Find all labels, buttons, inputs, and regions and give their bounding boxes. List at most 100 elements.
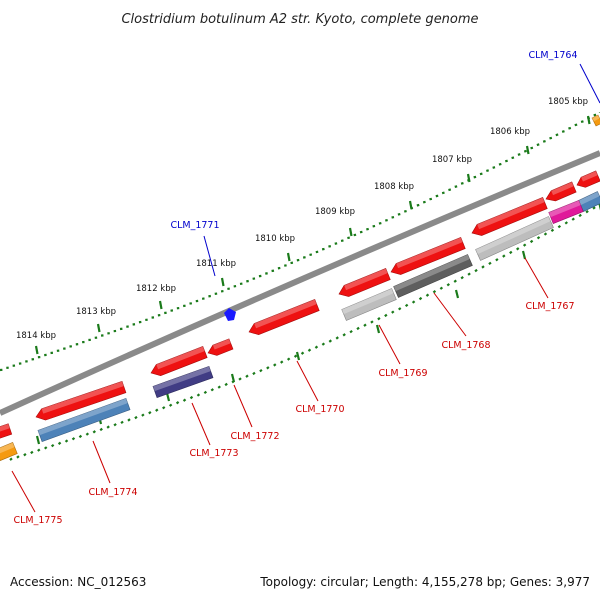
topology-text: Topology: circular; Length: 4,155,278 bp… (259, 575, 590, 589)
minor-tick (568, 126, 572, 130)
minor-tick (498, 162, 502, 166)
inner-tick (356, 326, 360, 331)
major-tick (34, 345, 39, 355)
inner-major-tick (521, 250, 527, 260)
minor-tick (536, 143, 540, 147)
gene-clm1770[interactable] (248, 299, 320, 335)
inner-tick (404, 303, 409, 308)
gene-red-2[interactable] (545, 181, 577, 202)
inner-tick (259, 368, 263, 373)
gene-red-5[interactable] (338, 268, 391, 297)
minor-tick (486, 169, 489, 173)
inner-tick (481, 265, 485, 269)
kbp-label: 1810 kbp (255, 234, 295, 244)
minor-tick (530, 146, 534, 150)
kbp-label: 1805 kbp (548, 97, 588, 107)
minor-tick (492, 166, 496, 169)
gene-red-1[interactable] (576, 170, 600, 188)
inner-tick (175, 401, 180, 405)
inner-tick (162, 406, 166, 410)
inner-tick (328, 339, 332, 343)
inner-tick (37, 448, 41, 452)
inner-tick (120, 420, 124, 425)
minor-tick (504, 159, 508, 163)
minor-tick (378, 221, 382, 225)
inner-tick (578, 213, 582, 218)
gene-clm1767[interactable] (475, 216, 554, 261)
gene-red-3[interactable] (471, 197, 548, 236)
minor-tick (593, 113, 597, 117)
inner-tick (203, 390, 208, 395)
minor-tick (422, 200, 426, 204)
gene-red-9[interactable] (35, 380, 127, 421)
gene-clm1768[interactable] (393, 254, 473, 298)
inner-tick (300, 351, 305, 355)
major-tick (525, 145, 530, 155)
inner-tick (384, 313, 388, 318)
gene-label-clm1771[interactable]: CLM_1771 (170, 220, 219, 231)
inner-tick (467, 272, 471, 276)
minor-tick (580, 120, 584, 123)
minor-tick (460, 182, 464, 185)
gene-label-layer: CLM_1764 CLM_1771 CLM_1767 CLM_1768 CLM_1769… (11, 50, 600, 526)
gene-clm1775[interactable] (0, 442, 18, 461)
inner-tick (529, 239, 534, 244)
gene-clm1774[interactable] (37, 397, 131, 443)
inner-tick (189, 395, 194, 400)
inner-tick (280, 360, 284, 364)
inner-tick (460, 276, 464, 280)
gene-label-clm1770[interactable]: CLM_1770 (295, 404, 344, 415)
major-tick (220, 277, 225, 287)
leader-line (524, 257, 549, 299)
minor-tick (429, 197, 433, 201)
minor-tick (473, 175, 477, 179)
inner-tick (446, 283, 450, 287)
gene-label-clm1767[interactable]: CLM_1767 (525, 301, 574, 312)
inner-tick (273, 363, 277, 367)
inner-tick (23, 453, 27, 457)
kbp-label: 1811 kbp (196, 259, 236, 269)
inner-tick (210, 388, 214, 392)
minor-tick (523, 149, 527, 153)
kbp-label: 1813 kbp (76, 307, 116, 317)
kbp-tick-track: 1805 kbp 1806 kbp 1807 kbp 1808 kbp 1809 kbp… (0, 97, 600, 461)
leader-line (433, 292, 467, 337)
kbp-label: 1806 kbp (490, 127, 530, 137)
inner-tick (370, 320, 374, 324)
gene-label-clm1768[interactable]: CLM_1768 (441, 340, 490, 351)
accession-text: Accession: NC_012563 (10, 575, 146, 589)
major-tick (158, 300, 163, 310)
position-marker-icon (224, 308, 236, 321)
leader-line (233, 384, 253, 428)
minor-tick (435, 194, 439, 198)
gene-clm1772[interactable] (207, 338, 234, 356)
inner-tick (85, 432, 90, 436)
inner-tick (57, 441, 62, 445)
gene-red-10[interactable] (0, 423, 13, 439)
kbp-label: 1807 kbp (432, 155, 472, 165)
inner-major-tick (295, 351, 301, 361)
gene-red-4[interactable] (390, 237, 466, 275)
gene-label-clm1769[interactable]: CLM_1769 (378, 368, 427, 379)
inner-tick (286, 357, 291, 361)
gene-red-8[interactable] (150, 346, 208, 377)
gene-clm1773[interactable] (152, 365, 214, 399)
minor-tick (542, 140, 546, 143)
gene-clm1769[interactable] (341, 288, 397, 321)
minor-tick (359, 230, 363, 234)
leader-line (11, 470, 36, 513)
gene-label-clm1773[interactable]: CLM_1773 (189, 448, 238, 459)
minor-tick (549, 136, 553, 140)
gene-label-clm1774[interactable]: CLM_1774 (88, 487, 137, 498)
inner-tick (439, 286, 444, 290)
gene-label-clm1775[interactable]: CLM_1775 (13, 515, 62, 526)
gene-label-clm1772[interactable]: CLM_1772 (230, 431, 279, 442)
gene-label-clm1764[interactable]: CLM_1764 (528, 50, 577, 61)
inner-tick (418, 296, 423, 301)
gene-magenta[interactable] (548, 200, 584, 224)
inner-tick (71, 437, 76, 441)
gene-clm1764[interactable] (591, 114, 600, 127)
inner-major-tick (35, 435, 41, 445)
leader-line (203, 235, 216, 277)
inner-tick (44, 446, 48, 450)
